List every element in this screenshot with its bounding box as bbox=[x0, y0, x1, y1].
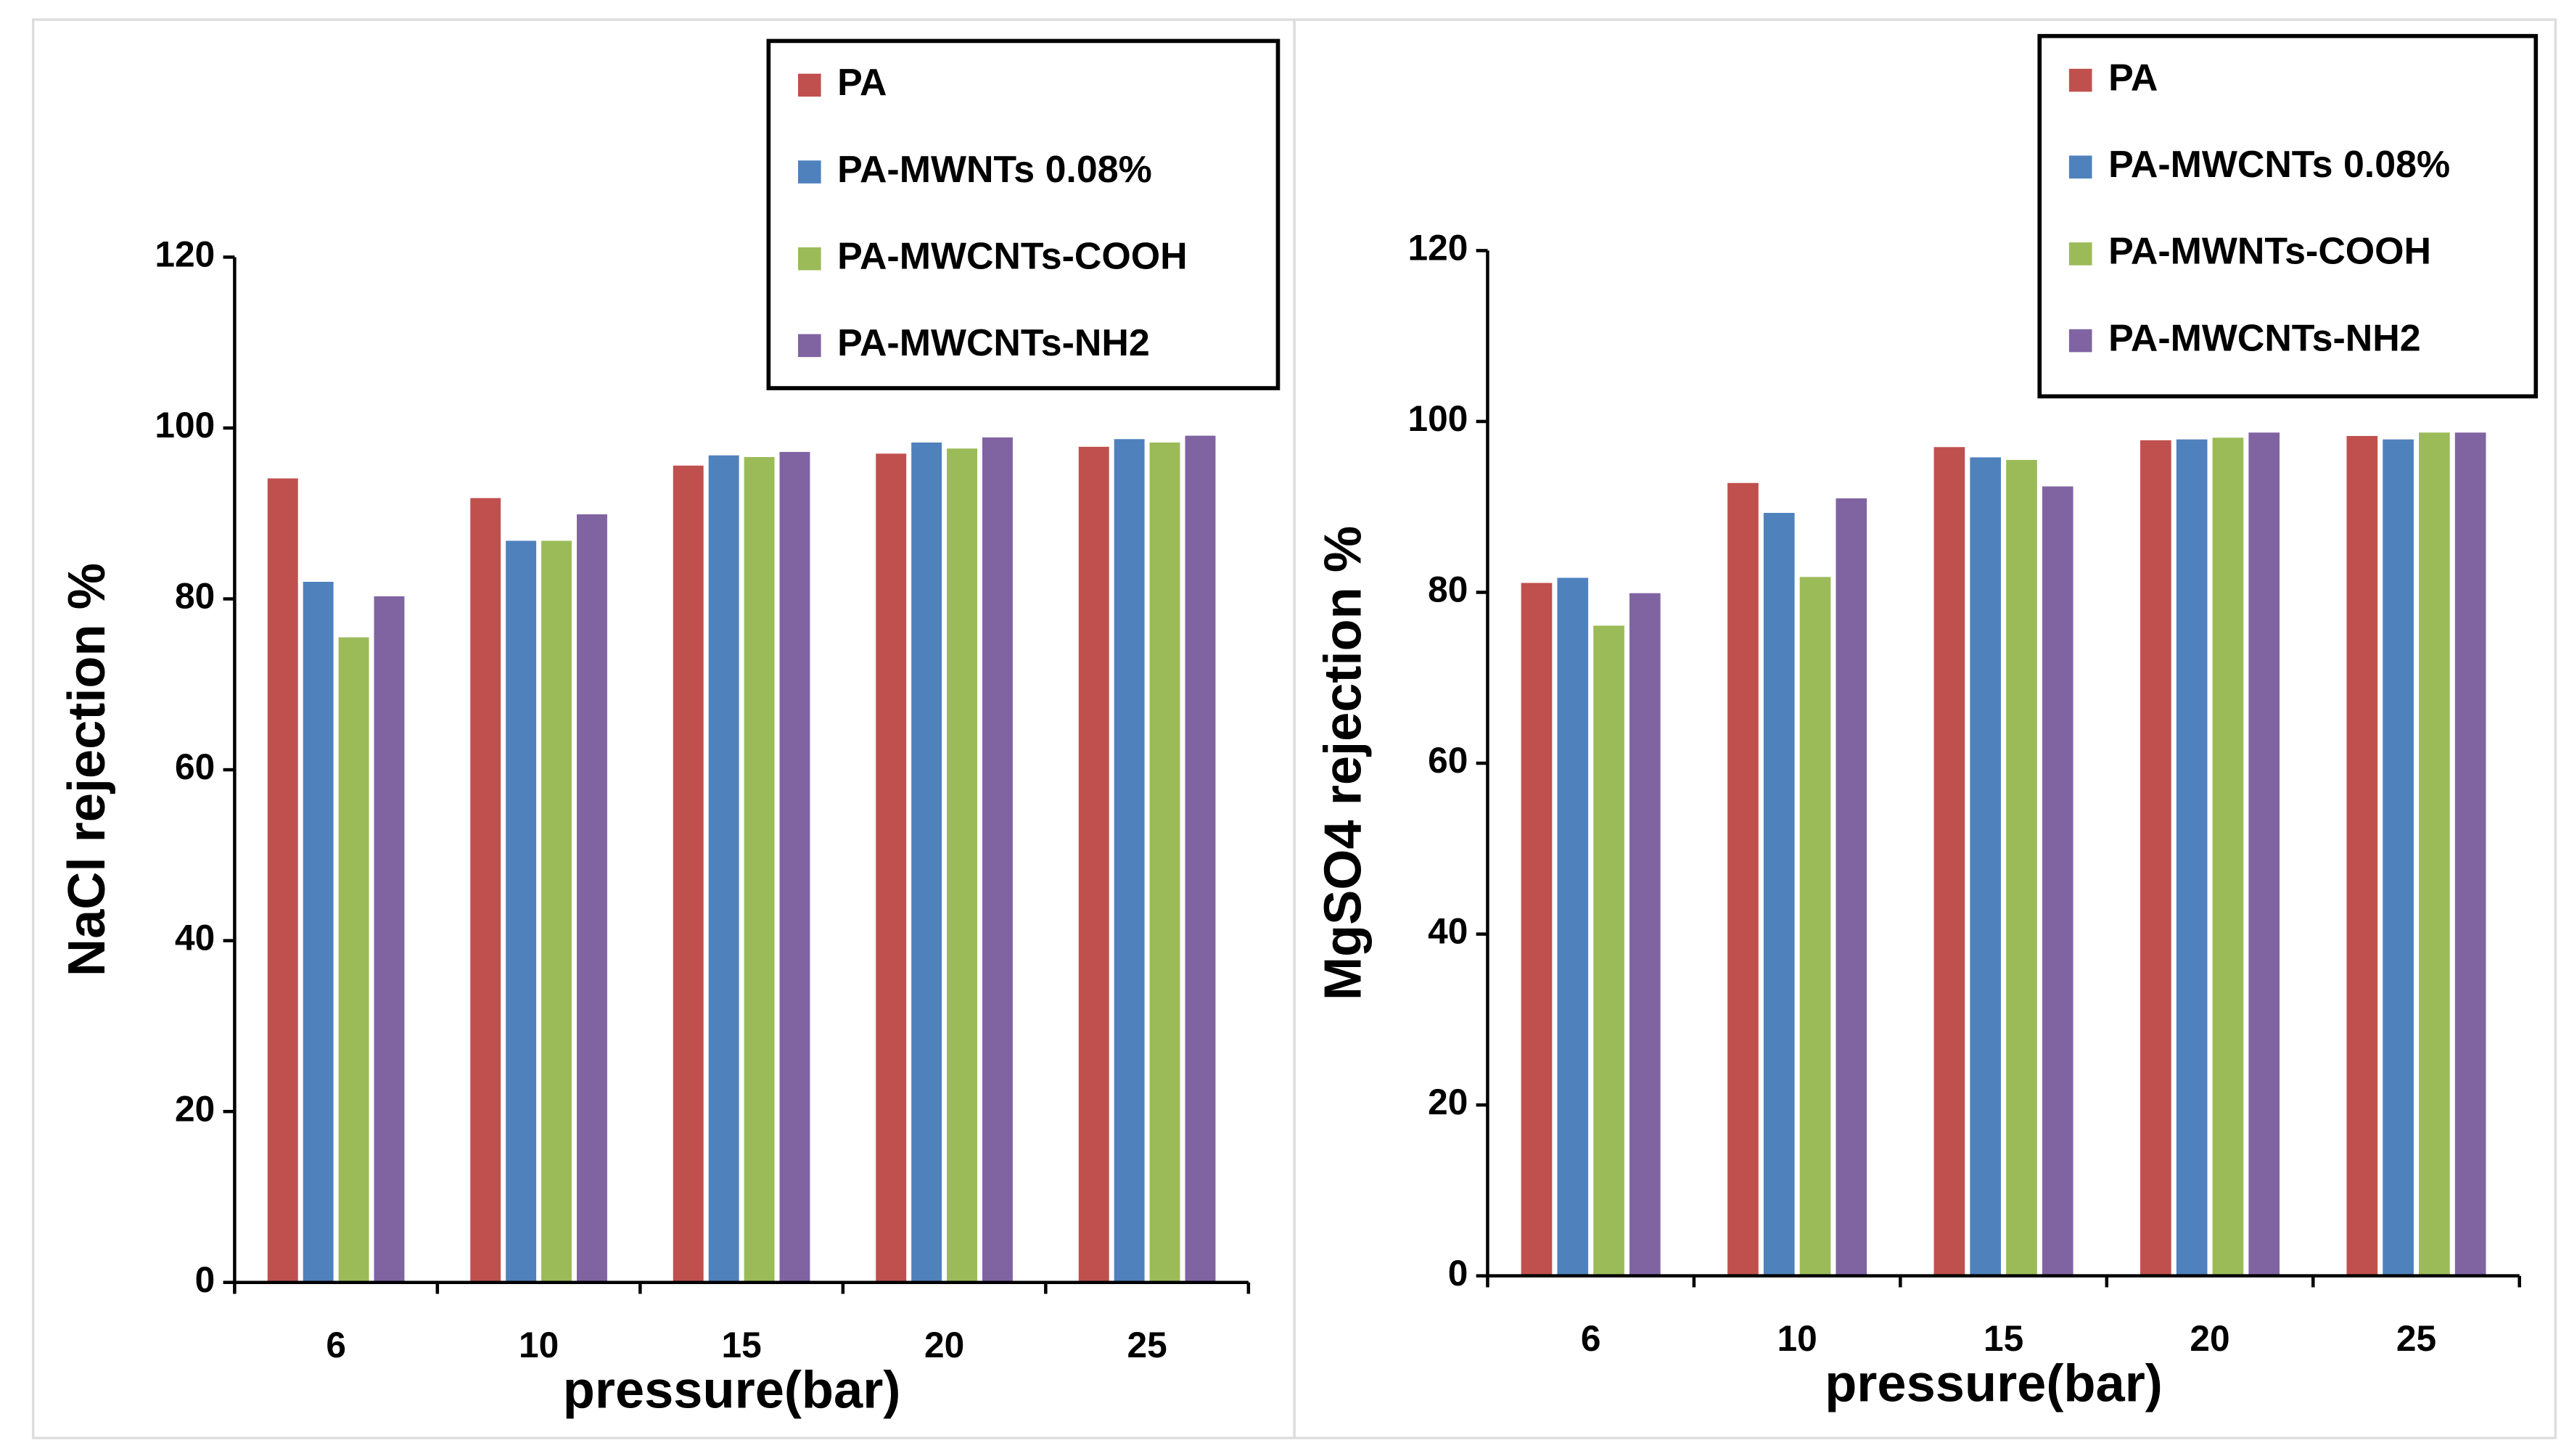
bar bbox=[744, 457, 775, 1283]
bar bbox=[2212, 437, 2244, 1276]
legend-swatch bbox=[797, 160, 821, 184]
bar bbox=[982, 437, 1013, 1283]
bar bbox=[470, 498, 501, 1283]
y-tick-label: 0 bbox=[1448, 1253, 1468, 1293]
y-axis-title: NaCl rejection % bbox=[58, 563, 116, 976]
bar bbox=[947, 448, 978, 1283]
bar bbox=[374, 596, 405, 1283]
panel-frame bbox=[1293, 18, 2557, 1439]
legend: PA PA-MWNTs 0.08% PA-MWCNTs-COOH PA-MWCNTs-… bbox=[766, 38, 1281, 390]
bar bbox=[1593, 625, 1624, 1276]
y-tick-label: 60 bbox=[1428, 740, 1468, 781]
bar bbox=[1727, 482, 1759, 1276]
bar bbox=[1185, 435, 1216, 1283]
legend-label: PA-MWNTs-COOH bbox=[2108, 231, 2431, 273]
y-tick-label: 100 bbox=[1407, 398, 1468, 439]
bar bbox=[1149, 443, 1180, 1283]
bar bbox=[506, 540, 537, 1283]
x-tick-label: 20 bbox=[924, 1325, 964, 1365]
legend-label: PA-MWCNTs-NH2 bbox=[2108, 317, 2421, 359]
bar bbox=[2042, 486, 2073, 1276]
bar bbox=[673, 465, 704, 1283]
y-tick-label: 20 bbox=[175, 1088, 215, 1129]
legend-label: PA-MWCNTs-COOH bbox=[837, 235, 1187, 277]
x-tick-label: 25 bbox=[1127, 1325, 1167, 1365]
x-tick-label: 20 bbox=[2190, 1318, 2229, 1359]
legend-swatch bbox=[797, 73, 821, 97]
bar bbox=[1970, 457, 2002, 1276]
x-tick-label: 6 bbox=[1581, 1318, 1601, 1359]
y-tick-label: 80 bbox=[1428, 569, 1468, 610]
bar bbox=[2454, 432, 2486, 1276]
y-tick-label: 120 bbox=[1407, 228, 1468, 268]
y-tick-label: 40 bbox=[175, 918, 215, 958]
bar bbox=[1933, 447, 1965, 1276]
bar bbox=[1629, 593, 1661, 1276]
bar bbox=[779, 451, 810, 1283]
bar bbox=[577, 514, 607, 1283]
bar bbox=[876, 453, 907, 1283]
bar bbox=[1078, 446, 1109, 1283]
x-tick-label: 15 bbox=[1984, 1318, 2023, 1359]
x-tick-label: 10 bbox=[519, 1325, 559, 1365]
bar bbox=[2006, 459, 2037, 1276]
y-tick-label: 20 bbox=[1428, 1082, 1468, 1122]
bar bbox=[911, 443, 942, 1283]
bar bbox=[2383, 439, 2414, 1276]
legend-box bbox=[766, 38, 1281, 390]
legend-label: PA bbox=[837, 62, 887, 104]
x-tick-label: 25 bbox=[2396, 1318, 2436, 1359]
legend-label: PA-MWCNTs-NH2 bbox=[837, 322, 1150, 364]
bar bbox=[1836, 498, 1867, 1276]
y-tick-label: 80 bbox=[175, 576, 215, 617]
y-tick-label: 60 bbox=[175, 746, 215, 787]
y-tick-label: 120 bbox=[155, 234, 215, 275]
legend-swatch bbox=[2068, 329, 2092, 353]
bar bbox=[303, 581, 334, 1283]
bar bbox=[2346, 435, 2378, 1276]
bar bbox=[338, 637, 369, 1283]
x-axis-title: pressure(bar) bbox=[563, 1361, 901, 1419]
bar bbox=[2419, 432, 2450, 1276]
legend-swatch bbox=[797, 334, 821, 358]
legend-swatch bbox=[2068, 242, 2092, 266]
legend-swatch bbox=[2068, 155, 2092, 179]
bar bbox=[1799, 577, 1831, 1276]
bar bbox=[1521, 583, 1553, 1276]
bar bbox=[2176, 439, 2208, 1276]
bar bbox=[1763, 512, 1795, 1276]
legend-box bbox=[2037, 33, 2539, 399]
y-tick-label: 100 bbox=[155, 405, 215, 445]
x-tick-label: 10 bbox=[1777, 1318, 1817, 1359]
legend-label: PA-MWNTs 0.08% bbox=[837, 149, 1152, 191]
legend-label: PA bbox=[2108, 57, 2158, 99]
bar bbox=[541, 540, 572, 1283]
bar bbox=[2140, 440, 2171, 1276]
x-tick-label: 6 bbox=[326, 1325, 346, 1365]
bar bbox=[708, 455, 739, 1283]
bar bbox=[2248, 432, 2280, 1276]
bar bbox=[1557, 577, 1589, 1276]
y-tick-label: 0 bbox=[195, 1259, 215, 1300]
y-tick-label: 40 bbox=[1428, 911, 1468, 952]
legend-swatch bbox=[797, 247, 821, 271]
bar bbox=[1114, 439, 1145, 1283]
x-tick-label: 15 bbox=[721, 1325, 761, 1365]
legend: PA PA-MWCNTs 0.08% PA-MWNTs-COOH PA-MWCNTs-… bbox=[2037, 33, 2539, 399]
legend-swatch bbox=[2068, 68, 2092, 92]
y-axis-title: MgSO4 rejection % bbox=[1314, 526, 1372, 1000]
bar bbox=[267, 478, 298, 1283]
legend-label: PA-MWCNTs 0.08% bbox=[2108, 144, 2450, 186]
x-axis-title: pressure(bar) bbox=[1825, 1354, 2163, 1412]
